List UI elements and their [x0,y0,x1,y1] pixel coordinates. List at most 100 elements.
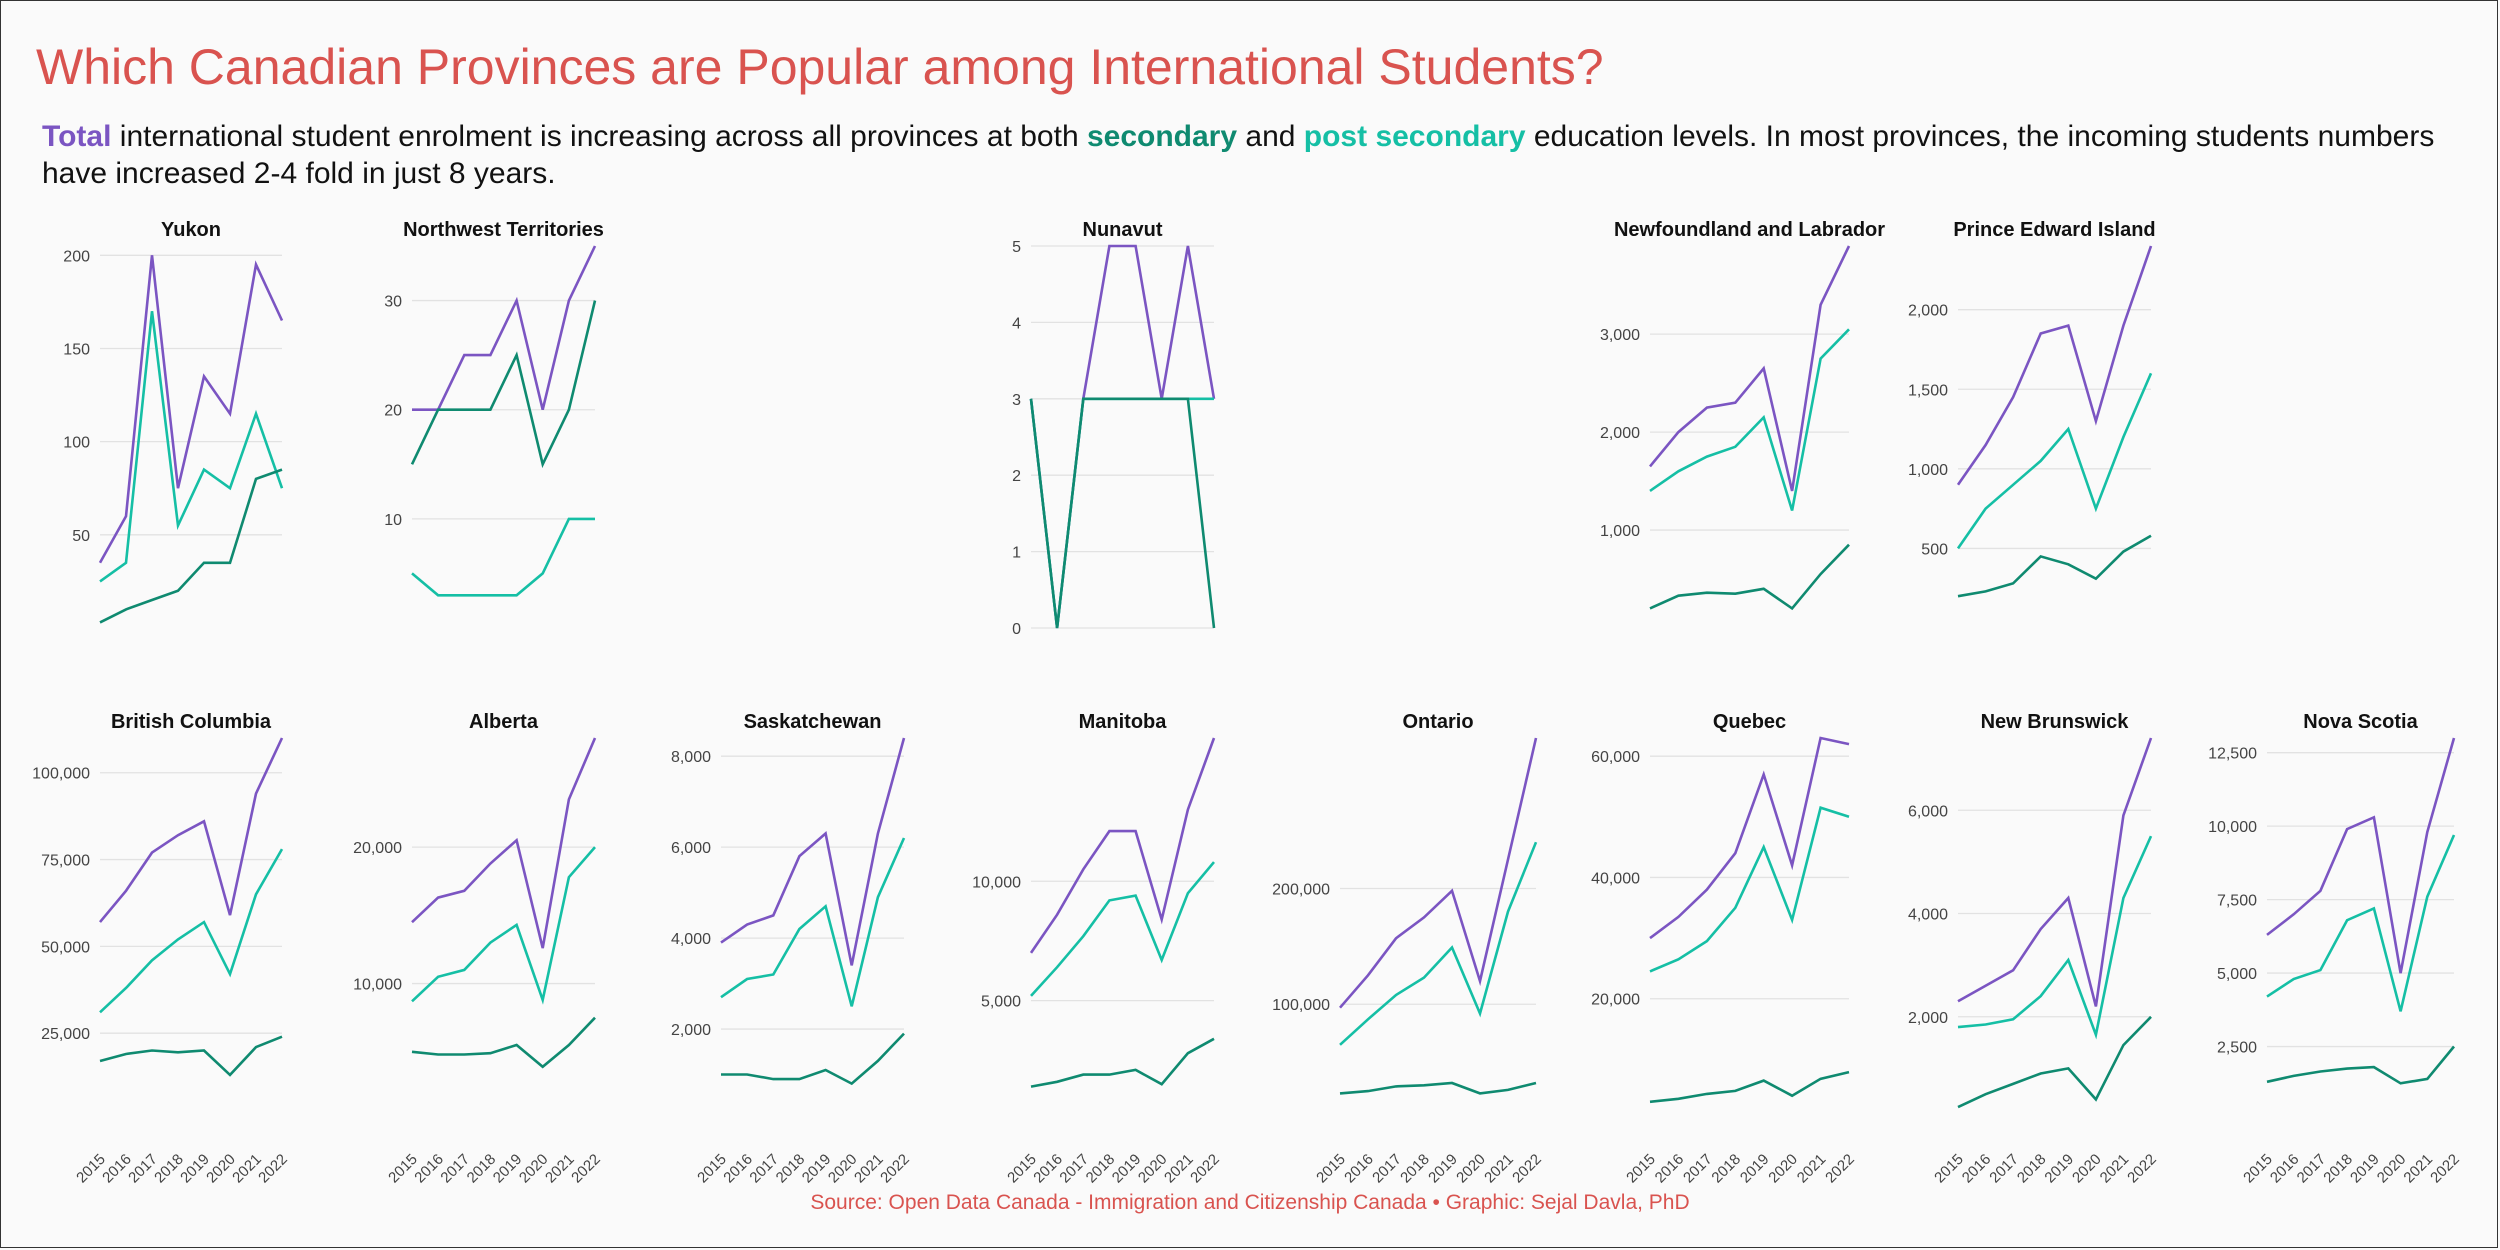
x-tick-label: 2017 [1369,1151,1405,1187]
x-tick-label: 2022 [568,1151,604,1187]
y-tick-label: 50 [72,528,90,545]
series-line-post-secondary [1339,841,1538,1046]
x-tick-label: 2017 [746,1151,782,1187]
x-tick-label: 2021 [851,1151,887,1187]
x-tick-label: 2018 [2014,1151,2050,1187]
x-tick-label: 2021 [2400,1151,2436,1187]
y-tick-label: 10 [384,512,402,529]
x-tick-label: 2020 [516,1151,552,1187]
y-tick-label: 10,000 [353,977,402,994]
panel-title: Nunavut [1083,219,1163,241]
x-tick-label: 2020 [1135,1151,1171,1187]
y-tick-label: 50,000 [41,939,90,956]
x-tick-label: 2020 [1765,1151,1801,1187]
x-tick-label: 2015 [1931,1151,1967,1187]
x-tick-label: 2015 [73,1151,109,1187]
x-tick-label: 2019 [2347,1151,2383,1187]
x-tick-label: 2020 [2374,1151,2410,1187]
series-line-secondary [2266,1045,2456,1085]
x-tick-label: 2015 [694,1151,730,1187]
panel-nova-scotia: 2,500 5,000 7,500 10,000 12,500 Nova Scotia 20… [2208,711,2463,1186]
y-tick-label: 3 [1012,392,1021,409]
page-subtitle: Total international student enrolment is… [42,118,2462,192]
series-line-secondary [721,1032,905,1086]
x-tick-label: 2019 [1425,1151,1461,1187]
y-tick-label: 2,000 [1908,303,1948,320]
y-tick-label: 20 [384,403,402,420]
series-line-total [1339,737,1538,1009]
x-tick-label: 2015 [1004,1151,1040,1187]
panel-yukon: 50 100 150 200 Yukon [63,219,284,624]
y-tick-label: 12,500 [2208,746,2257,763]
series-line-secondary [99,1035,283,1077]
y-tick-label: 60,000 [1591,749,1640,766]
x-tick-label: 2021 [542,1151,578,1187]
y-tick-label: 40,000 [1591,870,1640,887]
x-tick-label: 2016 [720,1151,756,1187]
y-tick-label: 30 [384,294,402,311]
y-tick-label: 6,000 [1908,803,1948,820]
y-tick-label: 150 [63,341,90,358]
y-tick-label: 5,000 [2217,966,2257,983]
series-line-post-secondary [411,517,595,597]
series-line-total [1029,737,1216,954]
series-line-total [1029,244,1216,629]
x-tick-label: 2017 [1986,1151,2022,1187]
series-line-total [1648,245,1851,492]
series-line-post-secondary [720,837,906,1007]
x-tick-label: 2019 [177,1151,213,1187]
series-line-secondary [1649,543,1850,611]
panel-saskatchewan: 2,000 4,000 6,000 8,000 Saskatchewan 20152016… [671,711,913,1186]
x-tick-label: 2017 [2294,1151,2330,1187]
x-tick-label: 2018 [1397,1151,1433,1187]
x-tick-label: 2018 [1708,1151,1744,1187]
panel-alberta: 10,00020,000Alberta201520162017201820192… [353,711,604,1186]
series-line-total [411,737,597,949]
panel-new-brunswick: 2,000 4,000 6,000 New Brunswick 201520162017… [1908,711,2160,1186]
x-tick-label: 2021 [2097,1151,2133,1187]
subtitle-text-1: international student enrolment is incre… [111,120,1087,153]
y-tick-label: 100 [63,435,90,452]
y-tick-label: 2,000 [1908,1010,1948,1027]
series-line-total [412,245,597,412]
x-tick-label: 2016 [2267,1151,2303,1187]
x-tick-label: 2021 [1161,1151,1197,1187]
y-tick-label: 5,000 [981,994,1021,1011]
series-line-secondary [1029,397,1216,629]
x-tick-label: 2017 [125,1151,161,1187]
x-tick-label: 2022 [1509,1151,1545,1187]
x-tick-label: 2016 [1341,1151,1377,1187]
x-tick-label: 2022 [255,1151,291,1187]
series-line-total [98,255,284,564]
series-line-secondary [410,300,597,469]
y-tick-label: 0 [1012,621,1021,638]
subtitle-text-3: education levels. In most provinces, the… [42,120,2435,190]
subtitle-total-word: Total [42,120,112,153]
y-tick-label: 1,000 [1908,462,1948,479]
panel-quebec: 20,000 40,000 60,000 Quebec 2015201620172018… [1591,711,1858,1186]
panel-prince-edward-island: 500 1,000 1,500 2,000 Prince Edward Island [1908,219,2156,598]
x-tick-label: 2019 [2041,1151,2077,1187]
series-line-post-secondary [1956,372,2153,550]
panel-title: Ontario [1402,711,1473,733]
x-tick-label: 2017 [437,1151,473,1187]
panel-northwest-territories: 10 20 30 Northwest Territories [384,219,604,597]
series-line-secondary [1957,1015,2152,1109]
y-tick-label: 4,000 [671,931,711,948]
subtitle-secondary-word: secondary [1086,120,1238,153]
panel-title: Alberta [469,711,539,733]
y-tick-label: 1 [1012,545,1021,562]
series-line-secondary [1649,1070,1850,1104]
panel-british-columbia: 25,000 50,000 75,000 100,000 British Columbi… [32,711,291,1186]
panel-title: Newfoundland and Labrador [1614,219,1885,241]
x-tick-label: 2019 [1737,1151,1773,1187]
x-tick-label: 2019 [1109,1151,1145,1187]
y-tick-label: 4 [1012,315,1021,332]
x-tick-label: 2021 [1794,1151,1830,1187]
series-line-total [1957,737,2153,1007]
panel-title: Yukon [161,219,221,241]
x-tick-label: 2016 [1652,1151,1688,1187]
panel-title: British Columbia [111,711,272,733]
y-tick-label: 20,000 [1591,992,1640,1009]
